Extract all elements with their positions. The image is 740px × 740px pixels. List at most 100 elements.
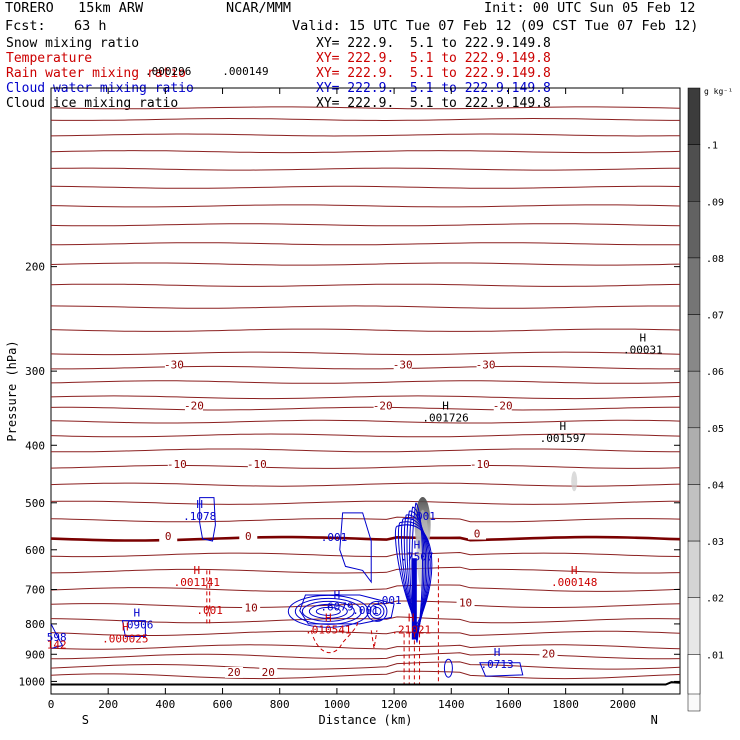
colorbar-label: .09 [706, 197, 724, 208]
colorbar-swatch [687, 257, 701, 315]
colorbar-swatch [687, 427, 701, 485]
cloud-water-ring [315, 606, 341, 616]
isotherm-line [50, 262, 681, 266]
x-tick-label: 0 [48, 698, 55, 711]
y-tick-label: 900 [25, 648, 45, 661]
colorbar-label: .07 [706, 311, 724, 322]
valid-time: Valid: 15 UTC Tue 07 Feb 12 (09 CST Tue … [292, 18, 699, 34]
isotherm-line [50, 652, 681, 660]
isotherm-line [50, 150, 681, 154]
isotherm-line [50, 464, 681, 469]
fcst-value: 63 h [74, 18, 107, 34]
isotherm-label: 10 [459, 597, 472, 610]
x-axis-title: Distance (km) [319, 713, 413, 727]
extremum-marker: H [559, 420, 566, 433]
cloud-water-contour [121, 620, 146, 637]
isotherm-label: -30 [476, 359, 496, 372]
extremum-value: .001 [352, 604, 379, 617]
colorbar-swatch [687, 654, 701, 695]
rain-water-contour [206, 570, 211, 624]
isotherm-line [50, 433, 681, 438]
extremum-value: .21021 [391, 623, 431, 636]
extremum-value: .1078 [183, 510, 216, 523]
cloud-water-ring [372, 606, 382, 616]
x-tick-label: 1200 [381, 698, 408, 711]
isotherm-line [50, 616, 681, 624]
snow-shade-small [571, 471, 578, 492]
isotherm-line [50, 600, 681, 608]
isotherm-label-bg [247, 458, 266, 470]
fcst-label: Fcst: [5, 18, 46, 34]
top-value-label: .000296 [145, 65, 191, 78]
isotherm-line [50, 380, 681, 384]
isotherm-line [50, 395, 681, 400]
isotherm-label: 20 [262, 666, 275, 679]
y-tick-label: 800 [25, 618, 45, 631]
isotherm-line [50, 419, 681, 424]
colorbar-label: .1 [706, 141, 718, 152]
extremum-marker: H [334, 589, 341, 602]
cloud-water-contour [339, 512, 372, 584]
legend-snow: Snow mixing ratio [6, 36, 140, 51]
isotherm-line [50, 448, 680, 453]
x-tick-label: 200 [98, 698, 118, 711]
isotherm-line [50, 406, 680, 411]
top-value-label: .000149 [222, 65, 268, 78]
terrain-line [51, 681, 681, 686]
isotherm-label-bg [456, 597, 475, 609]
legend-cloud-ice: Cloud ice mixing ratio [6, 96, 179, 111]
isotherm-label: -20 [184, 400, 204, 413]
isotherm-label-bg [159, 530, 178, 542]
extremum-value: 598 [47, 631, 67, 644]
isotherm-line [50, 551, 681, 558]
isotherm-label-bg [224, 666, 243, 678]
isotherm-label-bg [259, 666, 278, 678]
rain-water-contours [206, 558, 439, 684]
contour-labels: -30 -30 -30 -20 -20 -20 -10 -10 -10 0 0 0 10 10 20 20 20… [47, 65, 663, 679]
legend-rain-xy: XY= 222.9. 5.1 to 222.9.149.8 [316, 66, 551, 81]
colorbar-label: .03 [706, 537, 724, 548]
colorbar-swatch [687, 484, 701, 542]
extremum-value: .000148 [551, 576, 597, 589]
colorbar-unit: g kg⁻¹ [704, 87, 733, 96]
isotherm-label: -10 [247, 458, 267, 471]
isotherm-label: -20 [493, 400, 513, 413]
colorbar-swatch [687, 201, 701, 259]
isotherm-line [50, 167, 681, 171]
y-tick-label: 200 [25, 261, 45, 274]
isotherm-line [50, 566, 681, 574]
x-tick-label: 2000 [610, 698, 637, 711]
extremum-marker: H [325, 611, 332, 624]
extremum-marker: H [194, 564, 201, 577]
colorbar-swatch [687, 314, 701, 372]
x-tick-label: 1600 [495, 698, 522, 711]
x-tick-label: 1800 [552, 698, 579, 711]
isotherm-label-bg [539, 648, 558, 660]
colorbar-label: .05 [706, 424, 724, 435]
center-title: NCAR/MMM [226, 0, 292, 16]
isotherm-line [50, 204, 681, 208]
cloud-water-ring [308, 603, 348, 619]
legend-temperature: Temperature [6, 51, 93, 66]
isotherm-label: -10 [470, 458, 490, 471]
extremum-marker: H [494, 646, 501, 659]
extremum-value: .001 [375, 594, 402, 607]
extremum-value: .0713 [480, 658, 513, 671]
colorbar-swatch [687, 144, 701, 202]
isotherm-label: -30 [164, 359, 184, 372]
extremum-marker: H [122, 621, 129, 634]
colorbar-swatch [687, 370, 701, 429]
isotherm-label-bg [184, 400, 203, 412]
legend-snow-xy: XY= 222.9. 5.1 to 222.9.149.8 [316, 36, 551, 51]
isotherm-label-bg [167, 458, 186, 470]
isotherm-label-bg [239, 530, 258, 542]
cloud-water-ring [369, 603, 385, 619]
extremum-value: .001141 [174, 576, 220, 589]
colorbar-label: .08 [706, 254, 724, 265]
isotherm-line [50, 106, 681, 110]
x-tick-label: 1000 [324, 698, 351, 711]
isotherm-line [50, 283, 681, 287]
isotherm-line [50, 630, 681, 636]
isotherm-line [50, 516, 681, 523]
extremum-marker: H [442, 400, 449, 413]
